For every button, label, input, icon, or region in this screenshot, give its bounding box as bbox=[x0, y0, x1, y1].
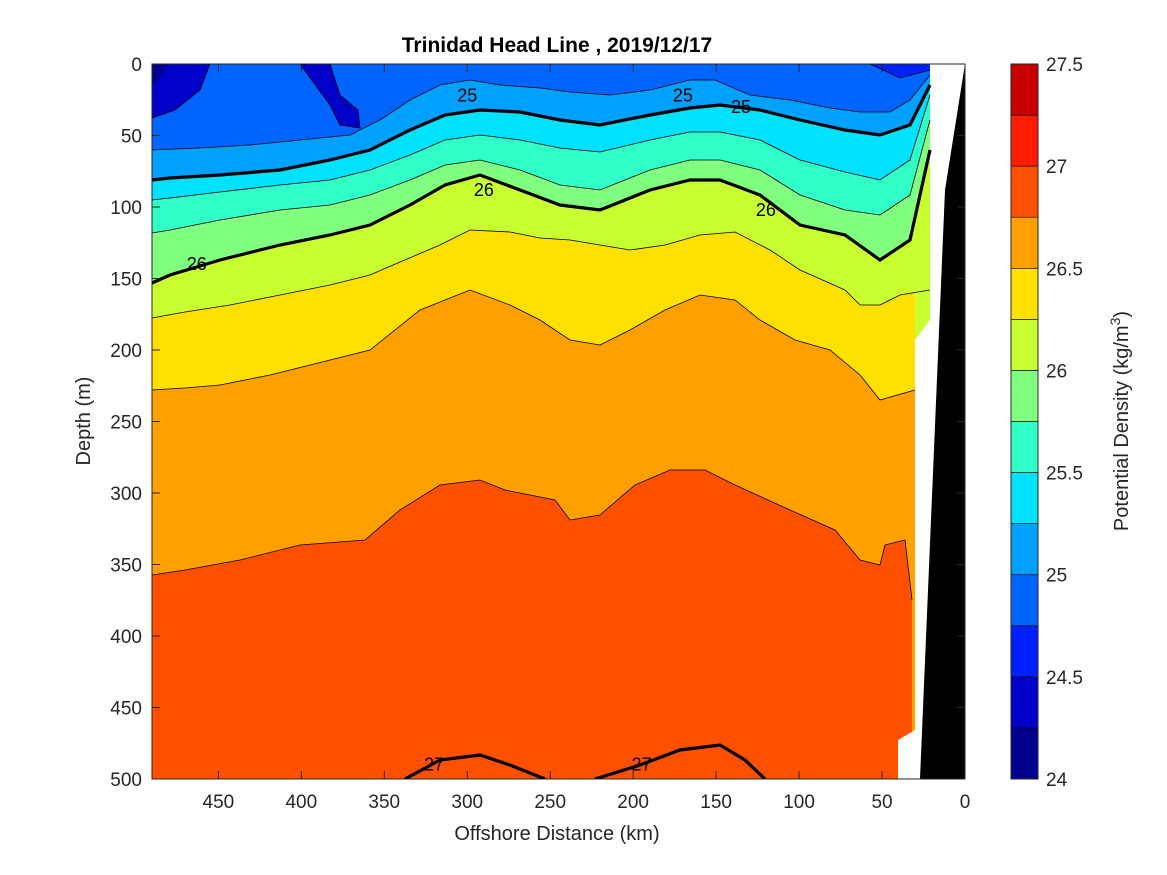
contour-label: 26 bbox=[474, 180, 494, 200]
colorbar-tick-label: 27 bbox=[1046, 157, 1067, 178]
bold-contours bbox=[152, 84, 932, 779]
colorbar-segment bbox=[1010, 370, 1039, 422]
colorbar-segment bbox=[1010, 523, 1039, 576]
y-axis-label: Depth (m) bbox=[73, 377, 95, 466]
y-tick-label: 450 bbox=[110, 699, 142, 720]
x-tick-label: 100 bbox=[783, 792, 815, 813]
x-tick-label: 200 bbox=[617, 792, 649, 813]
x-tick-label: 350 bbox=[368, 792, 400, 813]
contour-label: 25 bbox=[457, 85, 477, 105]
colorbar-segment bbox=[1010, 574, 1039, 627]
colorbar-tick-label: 26 bbox=[1046, 361, 1067, 382]
colorbar-segment bbox=[1010, 319, 1039, 371]
colorbar-segment bbox=[1010, 421, 1039, 473]
colorbar-label-sup: 3 bbox=[1107, 317, 1123, 325]
contour-label: 25 bbox=[673, 85, 693, 105]
band-24p75 bbox=[152, 64, 965, 779]
y-tick-label: 0 bbox=[131, 55, 142, 76]
contour-label: 27 bbox=[424, 755, 444, 775]
colorbar-segment bbox=[1010, 727, 1039, 780]
y-axis: 0 50 100 150 200 250 300 350 400 450 500 bbox=[110, 55, 965, 791]
colorbar-segment bbox=[1010, 472, 1039, 524]
contour-label: 26 bbox=[756, 200, 776, 220]
colorbar-tick-label: 24 bbox=[1046, 770, 1068, 791]
x-tick-label: 250 bbox=[534, 792, 566, 813]
colorbar-segment bbox=[1010, 63, 1039, 116]
y-tick-label: 250 bbox=[110, 413, 142, 434]
y-tick-label: 200 bbox=[110, 341, 142, 362]
y-tick-label: 50 bbox=[121, 127, 142, 148]
contour-labels: 25 25 25 26 26 26 27 27 bbox=[187, 85, 776, 774]
colorbar-segment bbox=[1010, 267, 1039, 320]
y-tick-label: 100 bbox=[110, 198, 142, 219]
x-tick-label: 0 bbox=[960, 792, 971, 813]
x-tick-label: 450 bbox=[203, 792, 235, 813]
x-tick-label: 400 bbox=[285, 792, 317, 813]
thin-contours bbox=[152, 64, 931, 601]
colorbar-frame bbox=[1010, 63, 1039, 780]
x-axis-label: Offshore Distance (km) bbox=[454, 823, 659, 845]
band-26 bbox=[152, 64, 965, 779]
contour-label: 26 bbox=[187, 254, 207, 274]
x-axis: 450 400 350 300 250 200 150 100 50 0 bbox=[203, 64, 971, 813]
colorbar-tick-label: 24.5 bbox=[1046, 668, 1083, 689]
y-tick-label: 150 bbox=[110, 270, 142, 291]
colorbar-label: Potential Density (kg/m3) bbox=[1107, 311, 1133, 531]
colorbar-tick-label: 25 bbox=[1046, 566, 1067, 587]
x-tick-label: 150 bbox=[700, 792, 732, 813]
colorbar-segment bbox=[1010, 676, 1039, 729]
colorbar-label-main: Potential Density (kg/m bbox=[1111, 325, 1133, 531]
colorbar-segment bbox=[1010, 114, 1039, 167]
colorbar-segment bbox=[1010, 165, 1039, 218]
land-mask bbox=[920, 64, 965, 779]
chart-title: Trinidad Head Line , 2019/12/17 bbox=[402, 34, 712, 57]
band-24 bbox=[152, 64, 168, 84]
x-tick-label: 300 bbox=[451, 792, 483, 813]
y-tick-label: 500 bbox=[110, 770, 142, 791]
x-tick-label: 50 bbox=[871, 792, 892, 813]
colorbar-tick-label: 25.5 bbox=[1046, 464, 1083, 485]
colorbar bbox=[1010, 63, 1039, 780]
colorbar-tick-label: 26.5 bbox=[1046, 259, 1083, 280]
colorbar-ticks: 24 24.5 25 25.5 26 26.5 27 27.5 bbox=[1033, 55, 1083, 791]
contour-label: 27 bbox=[631, 755, 651, 775]
contour-fill bbox=[152, 64, 965, 779]
colorbar-segment bbox=[1010, 625, 1039, 678]
y-tick-label: 300 bbox=[110, 484, 142, 505]
y-tick-label: 400 bbox=[110, 627, 142, 648]
y-tick-label: 350 bbox=[110, 556, 142, 577]
contour-label: 25 bbox=[731, 97, 751, 117]
colorbar-label-end: ) bbox=[1111, 311, 1133, 318]
colorbar-segment bbox=[1010, 216, 1039, 269]
colorbar-tick-label: 27.5 bbox=[1046, 55, 1083, 76]
